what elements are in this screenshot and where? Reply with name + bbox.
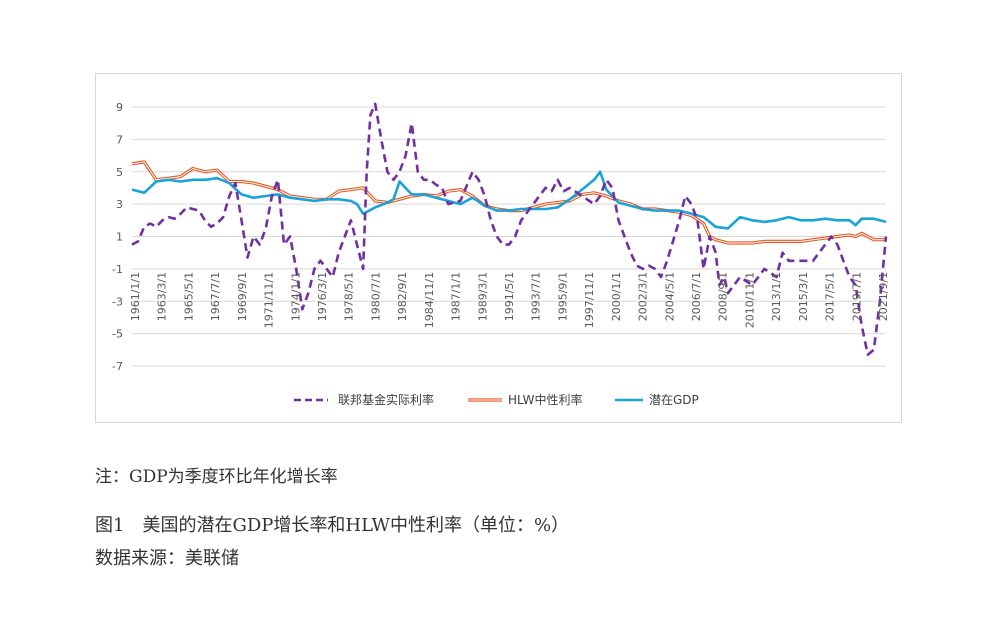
x-tick-label: 1963/3/1 bbox=[156, 272, 169, 321]
y-tick-label: -3 bbox=[112, 295, 123, 308]
x-tick-label: 1991/5/1 bbox=[503, 272, 516, 321]
chart-note: 注：GDP为季度环比年化增长率 bbox=[95, 467, 338, 487]
legend-label: HLW中性利率 bbox=[508, 392, 582, 407]
x-tick-label: 2019/7/1 bbox=[850, 272, 863, 321]
x-tick-label: 1969/9/1 bbox=[236, 272, 249, 321]
x-tick-label: 1982/9/1 bbox=[396, 272, 409, 321]
y-tick-label: 7 bbox=[116, 133, 123, 146]
x-tick-label: 1971/11/1 bbox=[263, 272, 276, 328]
legend: 联邦基金实际利率 HLW中性利率 潜在GDP bbox=[294, 392, 699, 407]
x-tick-label: 2004/5/1 bbox=[663, 272, 676, 321]
series-line-potential-gdp bbox=[131, 170, 887, 230]
y-axis-ticks: 9 7 5 3 1 -1 -3 -5 -7 bbox=[112, 101, 123, 373]
x-tick-label: 1993/7/1 bbox=[530, 272, 543, 321]
series-line-hlw-neutral-rate bbox=[131, 160, 886, 245]
gridlines bbox=[132, 106, 886, 367]
y-tick-label: -7 bbox=[112, 360, 123, 373]
x-tick-label: 2015/3/1 bbox=[797, 272, 810, 321]
series-lines bbox=[131, 102, 888, 357]
x-tick-label: 1967/7/1 bbox=[209, 272, 222, 321]
x-tick-label: 2000/1/1 bbox=[610, 272, 623, 321]
x-tick-label: 2006/7/1 bbox=[690, 272, 703, 321]
y-tick-label: 5 bbox=[116, 166, 123, 179]
x-tick-label: 1976/3/1 bbox=[316, 272, 329, 321]
legend-potential-gdp: 潜在GDP bbox=[615, 393, 699, 407]
x-tick-label: 2013/1/1 bbox=[770, 272, 783, 321]
chart-frame: 9 7 5 3 1 -1 -3 -5 -7 1961/1/1 1963/3/1 1965/5/1 19… bbox=[95, 73, 902, 423]
legend-label: 潜在GDP bbox=[649, 393, 699, 407]
legend-label: 联邦基金实际利率 bbox=[338, 392, 434, 407]
x-axis-ticks: 1961/1/1 1963/3/1 1965/5/1 1967/7/1 1969/9/1… bbox=[129, 272, 890, 328]
y-tick-label: 9 bbox=[116, 101, 123, 114]
x-tick-label: 1980/7/1 bbox=[369, 272, 382, 321]
x-tick-label: 2002/3/1 bbox=[637, 272, 650, 321]
series-line-hlw-neutral-rate-inner bbox=[131, 161, 886, 244]
legend-fed-funds-real-rate: 联邦基金实际利率 bbox=[294, 392, 434, 407]
x-tick-label: 1989/3/1 bbox=[476, 272, 489, 321]
x-tick-label: 1961/1/1 bbox=[129, 272, 142, 321]
x-tick-label: 1974/1/1 bbox=[289, 272, 302, 321]
x-tick-label: 1997/11/1 bbox=[583, 272, 596, 328]
x-tick-label: 2017/5/1 bbox=[824, 272, 837, 321]
y-tick-label: -1 bbox=[112, 263, 123, 276]
series-line-fed-funds-real-rate bbox=[131, 102, 888, 357]
x-tick-label: 1987/1/1 bbox=[450, 272, 463, 321]
x-tick-label: 1995/9/1 bbox=[556, 272, 569, 321]
x-tick-label: 1978/5/1 bbox=[343, 272, 356, 321]
x-tick-label: 1965/5/1 bbox=[182, 272, 195, 321]
x-tick-label: 2008/9/1 bbox=[717, 272, 730, 321]
y-tick-label: -5 bbox=[112, 328, 123, 341]
y-tick-label: 1 bbox=[116, 231, 123, 244]
figure-title: 图1 美国的潜在GDP增长率和HLW中性利率（单位：%） bbox=[95, 515, 570, 536]
data-source: 数据来源：美联储 bbox=[95, 548, 239, 569]
x-tick-label: 2010/11/1 bbox=[743, 272, 756, 328]
x-tick-label: 2021/9/1 bbox=[877, 272, 890, 321]
legend-hlw-neutral-rate: HLW中性利率 bbox=[468, 392, 582, 407]
y-tick-label: 3 bbox=[116, 198, 123, 211]
x-tick-label: 1984/11/1 bbox=[423, 272, 436, 328]
